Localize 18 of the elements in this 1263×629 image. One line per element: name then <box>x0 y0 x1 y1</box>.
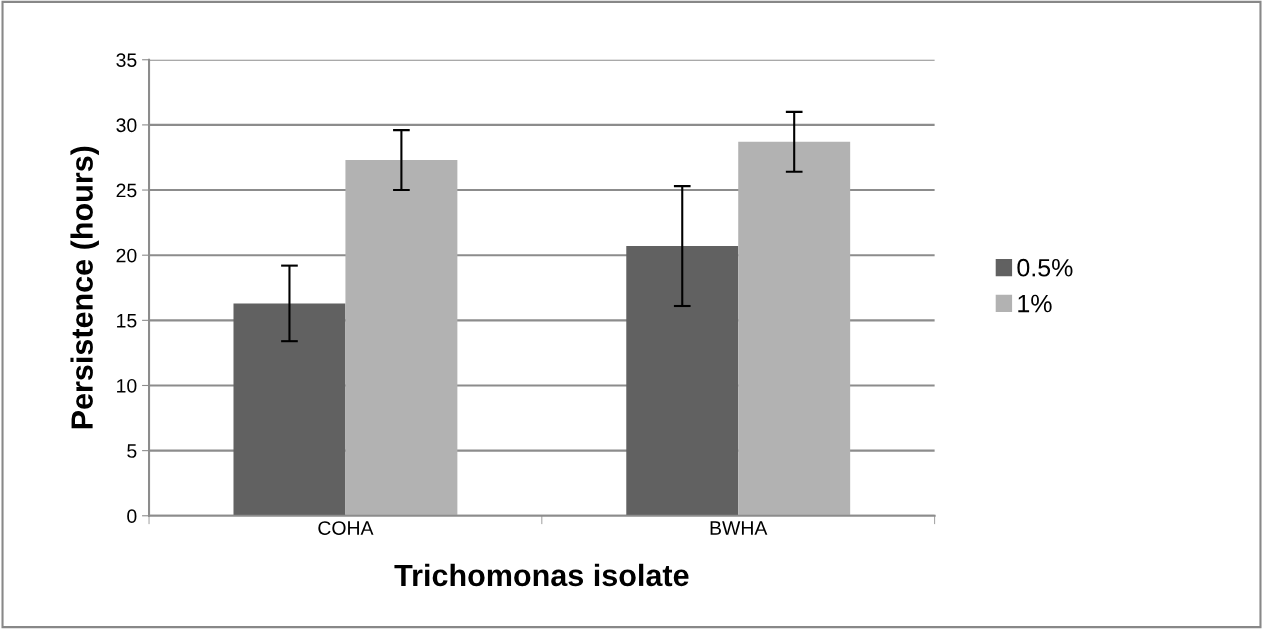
y-tick-label: 35 <box>116 53 137 67</box>
y-tick-label: 10 <box>117 378 137 393</box>
y-tick-label: 0 <box>127 509 137 524</box>
bar <box>626 246 739 516</box>
legend-label: 1% <box>1018 294 1052 313</box>
y-axis-title: Persistence (hours) <box>70 146 99 429</box>
y-tick-label: 15 <box>117 314 137 328</box>
y-tick-label: 25 <box>116 183 137 198</box>
y-tick-label: 5 <box>127 444 137 458</box>
x-axis-title: Trichomonas isolate <box>394 563 689 587</box>
bar <box>738 141 851 516</box>
x-tick-label: COHA <box>318 521 374 535</box>
legend-label: 0.5% <box>1017 258 1073 277</box>
bar <box>345 160 458 516</box>
y-tick-label: 20 <box>116 248 137 263</box>
bar <box>233 303 346 516</box>
y-tick-label: 30 <box>116 118 137 133</box>
x-tick-label: BWHA <box>710 521 768 535</box>
